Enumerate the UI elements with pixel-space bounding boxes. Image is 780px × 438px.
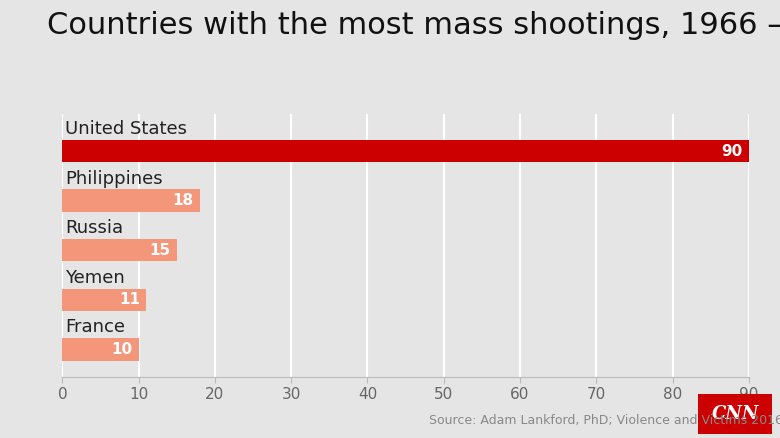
- Text: 11: 11: [119, 292, 140, 307]
- Bar: [62, 239, 177, 261]
- Text: 90: 90: [722, 144, 743, 159]
- Bar: [62, 338, 139, 360]
- Text: United States: United States: [66, 120, 187, 138]
- Text: 18: 18: [172, 193, 193, 208]
- Text: France: France: [66, 318, 126, 336]
- Text: Russia: Russia: [66, 219, 123, 237]
- Text: 15: 15: [150, 243, 171, 258]
- Text: 10: 10: [112, 342, 133, 357]
- Bar: [62, 190, 200, 212]
- Text: Countries with the most mass shootings, 1966 — 2012: Countries with the most mass shootings, …: [47, 11, 780, 40]
- Text: CNN: CNN: [711, 405, 759, 423]
- Text: Philippines: Philippines: [66, 170, 163, 187]
- Text: Source: Adam Lankford, PhD; Violence and Victims 2016: Source: Adam Lankford, PhD; Violence and…: [429, 414, 780, 427]
- Bar: [62, 140, 749, 162]
- Text: Yemen: Yemen: [66, 268, 126, 287]
- Bar: [62, 289, 147, 311]
